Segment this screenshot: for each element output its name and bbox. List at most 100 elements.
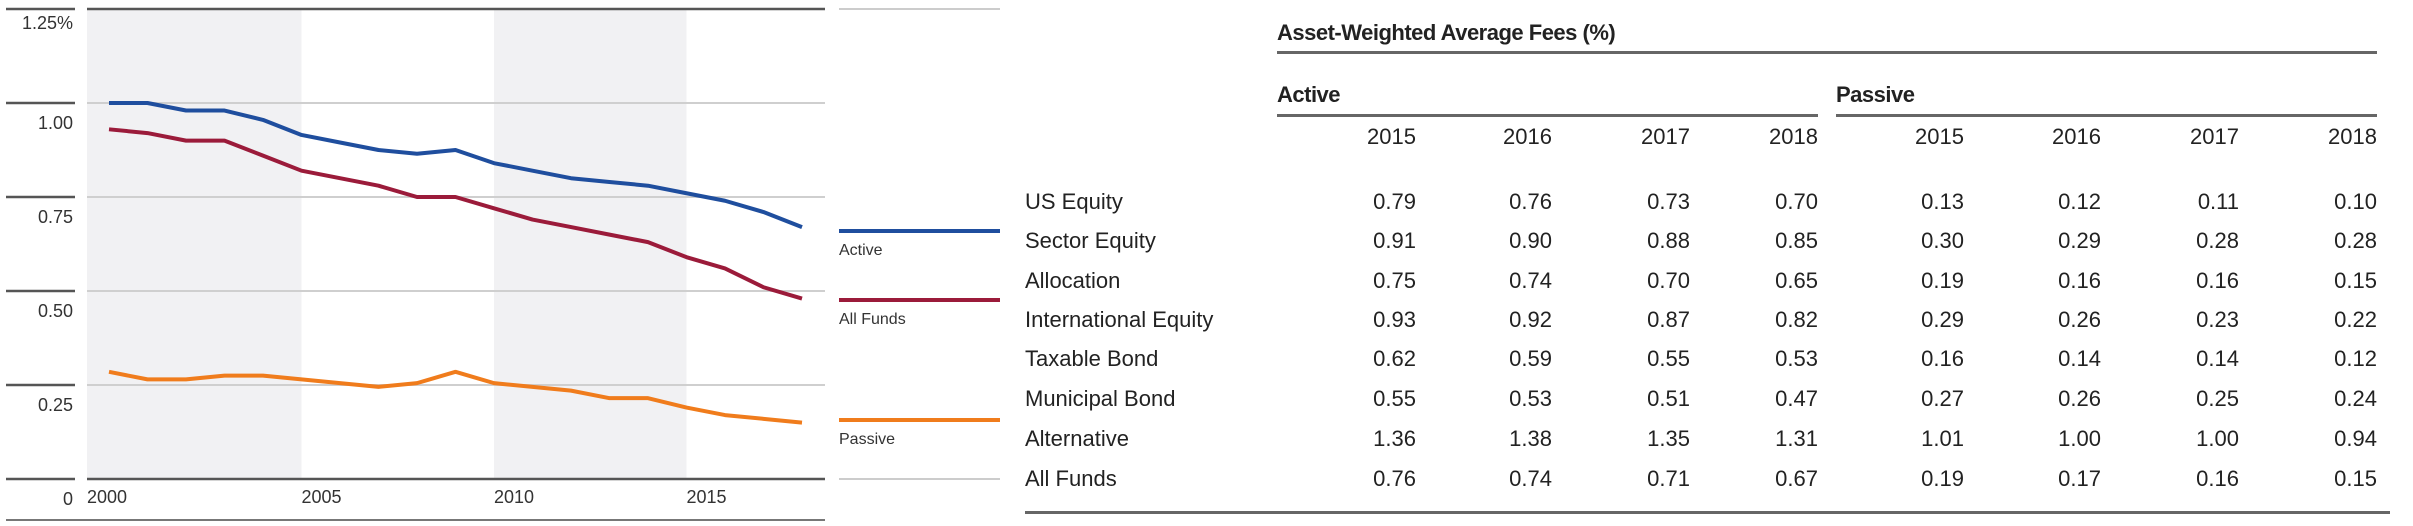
- table-cell: 0.70: [1647, 268, 1690, 293]
- table-cell: 1.00: [2058, 426, 2101, 451]
- table-cell: 1.35: [1647, 426, 1690, 451]
- row-label: All Funds: [1025, 466, 1117, 491]
- table-cell: 1.36: [1373, 426, 1416, 451]
- table-cell: 0.75: [1373, 268, 1416, 293]
- row-label: Taxable Bond: [1025, 346, 1159, 371]
- table-cell: 0.67: [1775, 466, 1818, 491]
- table-cell: 0.12: [2058, 189, 2101, 214]
- table-cell: 0.12: [2334, 346, 2377, 371]
- table-cell: 0.16: [2196, 466, 2239, 491]
- fees-table: Asset-Weighted Average Fees (%) Active P…: [1020, 0, 2400, 526]
- table-cell: 0.19: [1921, 268, 1964, 293]
- table-cell: 0.62: [1373, 346, 1416, 371]
- table-cell: 0.79: [1373, 189, 1416, 214]
- x-tick-label: 2000: [87, 487, 127, 507]
- table-cell: 0.22: [2334, 307, 2377, 332]
- row-label: International Equity: [1025, 307, 1214, 332]
- table-cell: 1.01: [1921, 426, 1964, 451]
- title-rule: [1277, 51, 2377, 54]
- table-cell: 0.90: [1509, 228, 1552, 253]
- year-header: 2018: [2328, 124, 2377, 149]
- row-label: US Equity: [1025, 189, 1123, 214]
- group-header-passive: Passive: [1836, 82, 1915, 107]
- year-header: 2015: [1915, 124, 1964, 149]
- table-cell: 0.92: [1509, 307, 1552, 332]
- legend-label: Passive: [839, 431, 895, 448]
- table-cell: 0.93: [1373, 307, 1416, 332]
- table-cell: 1.00: [2196, 426, 2239, 451]
- y-tick-label: 1.25%: [22, 13, 73, 33]
- table-cell: 0.15: [2334, 466, 2377, 491]
- year-header: 2016: [1503, 124, 1552, 149]
- table-bottom-rule: [1025, 511, 2390, 514]
- table-cell: 0.10: [2334, 189, 2377, 214]
- x-tick-label: 2015: [687, 487, 727, 507]
- table-cell: 0.11: [2197, 189, 2239, 214]
- table-cell: 0.30: [1921, 228, 1964, 253]
- table-cell: 0.29: [2058, 228, 2101, 253]
- table-cell: 1.31: [1775, 426, 1818, 451]
- table-cell: 0.27: [1921, 386, 1964, 411]
- row-label: Alternative: [1025, 426, 1129, 451]
- year-header: 2017: [1641, 124, 1690, 149]
- table-cell: 0.91: [1373, 228, 1416, 253]
- table-cell: 0.55: [1373, 386, 1416, 411]
- table-cell: 0.16: [2196, 268, 2239, 293]
- table-cell: 0.15: [2334, 268, 2377, 293]
- table-cell: 0.25: [2196, 386, 2239, 411]
- year-header: 2016: [2052, 124, 2101, 149]
- table-cell: 1.38: [1509, 426, 1552, 451]
- table-cell: 0.16: [2058, 268, 2101, 293]
- table-cell: 0.73: [1647, 189, 1690, 214]
- table-cell: 0.71: [1647, 466, 1690, 491]
- shaded-period: [87, 9, 302, 479]
- y-tick-label: 0: [63, 489, 73, 509]
- table-cell: 0.13: [1921, 189, 1964, 214]
- y-tick-label: 1.00: [38, 113, 73, 133]
- y-tick-label: 0.50: [38, 301, 73, 321]
- year-header: 2018: [1769, 124, 1818, 149]
- series-line-all-funds: [108, 127, 803, 301]
- y-tick-label: 0.75: [38, 207, 73, 227]
- table-cell: 0.82: [1775, 307, 1818, 332]
- table-cell: 0.74: [1509, 268, 1552, 293]
- table-cell: 0.19: [1921, 466, 1964, 491]
- table-cell: 0.28: [2196, 228, 2239, 253]
- table-cell: 0.59: [1509, 346, 1552, 371]
- series-line-active: [109, 101, 803, 229]
- table-cell: 0.53: [1775, 346, 1818, 371]
- group-header-active: Active: [1277, 82, 1341, 107]
- row-label: Allocation: [1025, 268, 1121, 293]
- table-cell: 0.26: [2058, 307, 2101, 332]
- legend-label: Active: [839, 242, 883, 259]
- table-cell: 0.70: [1775, 189, 1818, 214]
- x-tick-label: 2010: [494, 487, 534, 507]
- table-cell: 0.87: [1647, 307, 1690, 332]
- table-cell: 0.28: [2334, 228, 2377, 253]
- table-cell: 0.29: [1921, 307, 1964, 332]
- table-cell: 0.47: [1775, 386, 1818, 411]
- table-cell: 0.85: [1775, 228, 1818, 253]
- table-cell: 0.76: [1373, 466, 1416, 491]
- row-label: Municipal Bond: [1025, 386, 1176, 411]
- table-cell: 0.51: [1647, 386, 1690, 411]
- active-rule: [1277, 114, 1818, 117]
- y-tick-label: 0.25: [38, 395, 73, 415]
- table-cell: 0.74: [1509, 466, 1552, 491]
- fee-trend-chart: 0 0.25 0.50 0.75 1.00 1.25% 2000 2005 2010 2015 Ac…: [6, 7, 1000, 521]
- table-cell: 0.23: [2196, 307, 2239, 332]
- x-tick-label: 2005: [302, 487, 342, 507]
- table-cell: 0.17: [2058, 466, 2101, 491]
- table-cell: 0.24: [2334, 386, 2377, 411]
- table-cell: 0.14: [2058, 346, 2101, 371]
- table-cell: 0.88: [1647, 228, 1690, 253]
- table-cell: 0.76: [1509, 189, 1552, 214]
- passive-rule: [1836, 114, 2377, 117]
- table-cell: 0.26: [2058, 386, 2101, 411]
- table-cell: 0.94: [2334, 426, 2377, 451]
- table-cell: 0.53: [1509, 386, 1552, 411]
- table-cell: 0.65: [1775, 268, 1818, 293]
- row-label: Sector Equity: [1025, 228, 1156, 253]
- table-cell: 0.55: [1647, 346, 1690, 371]
